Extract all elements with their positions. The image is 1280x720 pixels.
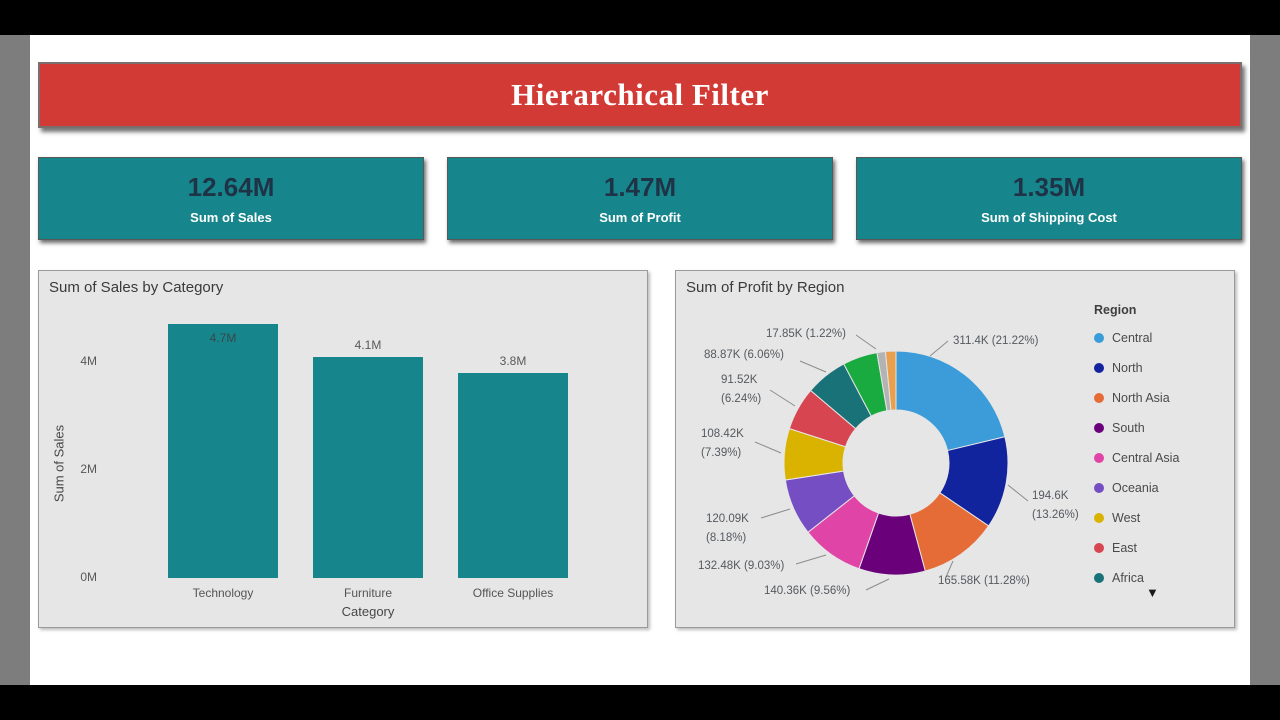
- donut-callout-label: (13.26%): [1032, 509, 1079, 521]
- y-tick-label: 2M: [80, 462, 97, 476]
- kpi-value: 12.64M: [187, 172, 275, 202]
- letterbox-bottom: [0, 685, 1280, 720]
- title-banner: Hierarchical Filter: [38, 62, 1242, 128]
- donut-callout-label: 194.6K: [1032, 490, 1069, 502]
- x-axis-title: Category: [341, 604, 395, 619]
- letterbox-top: [0, 0, 1280, 35]
- legend-item-north[interactable]: North: [1094, 353, 1232, 383]
- donut-slice-other-11[interactable]: [884, 350, 897, 411]
- kpi-card-row: 12.64M Sum of Sales 1.47M Sum of Profit …: [38, 157, 1242, 240]
- donut-callout-label: 140.36K (9.56%): [764, 585, 850, 597]
- bar-chart-panel: Sum of Sales by Category Sum of Sales Ca…: [38, 270, 648, 628]
- legend-swatch: [1094, 573, 1104, 583]
- kpi-label: Sum of Profit: [599, 210, 681, 225]
- donut-chart-panel: Sum of Profit by Region 311.4K (21.22%) 1…: [675, 270, 1235, 628]
- chevron-down-icon[interactable]: ▼: [1146, 585, 1159, 600]
- legend-item-label: Oceania: [1112, 481, 1159, 495]
- donut-callout-label: (8.18%): [706, 532, 746, 544]
- donut-leader-line: [799, 360, 827, 373]
- legend-swatch: [1094, 423, 1104, 433]
- donut-callout-label: 120.09K: [706, 513, 749, 525]
- donut-chart-title: Sum of Profit by Region: [686, 279, 845, 296]
- donut-callout-label: 311.4K (21.22%): [953, 335, 1039, 347]
- legend-item-label: East: [1112, 541, 1138, 555]
- legend-item-label: North Asia: [1112, 391, 1170, 405]
- legend-title: Region: [1094, 303, 1137, 317]
- legend-swatch: [1094, 483, 1104, 493]
- report-page: Hierarchical Filter 12.64M Sum of Sales …: [30, 35, 1250, 685]
- donut-callout-label: 91.52K: [721, 374, 758, 386]
- legend-item-label: South: [1112, 421, 1145, 435]
- donut-callout-label: (7.39%): [701, 447, 741, 459]
- kpi-card-sum-of-shipping-cost[interactable]: 1.35M Sum of Shipping Cost: [856, 157, 1242, 240]
- kpi-value: 1.35M: [1012, 172, 1086, 202]
- legend-item-label: West: [1112, 511, 1141, 525]
- x-category-label: Technology: [192, 586, 254, 600]
- kpi-value: 1.47M: [603, 172, 677, 202]
- legend-swatch: [1094, 513, 1104, 523]
- legend-items: Central North North Asia South Central Asia O…: [1094, 323, 1232, 593]
- legend-swatch: [1094, 393, 1104, 403]
- y-tick-label: 4M: [80, 354, 97, 368]
- x-category-label: Office Supplies: [472, 586, 554, 600]
- kpi-label: Sum of Sales: [190, 210, 272, 225]
- legend-item-oceania[interactable]: Oceania: [1094, 473, 1232, 503]
- legend-item-label: Central Asia: [1112, 451, 1180, 465]
- donut-leader-line: [769, 389, 796, 407]
- donut-leader-line: [865, 578, 890, 591]
- legend-swatch: [1094, 453, 1104, 463]
- page-title: Hierarchical Filter: [511, 77, 769, 112]
- donut-callout-label: (6.24%): [721, 393, 761, 405]
- legend-item-central-asia[interactable]: Central Asia: [1094, 443, 1232, 473]
- donut-leader-line: [795, 554, 827, 565]
- donut-slice-central[interactable]: [895, 350, 1006, 452]
- donut-callout-label: 165.58K (11.28%): [938, 575, 1030, 587]
- bar-furniture[interactable]: [313, 357, 423, 578]
- legend-item-label: North: [1112, 361, 1143, 375]
- bar-value-label: 4.1M: [354, 338, 382, 352]
- donut-leader-line: [754, 441, 782, 454]
- bar-chart-title: Sum of Sales by Category: [49, 279, 224, 296]
- donut-leader-line: [760, 508, 791, 519]
- y-tick-label: 0M: [80, 570, 97, 584]
- legend-swatch: [1094, 333, 1104, 343]
- donut-leader-line: [929, 340, 949, 357]
- legend-item-west[interactable]: West: [1094, 503, 1232, 533]
- kpi-label: Sum of Shipping Cost: [981, 210, 1117, 225]
- legend-item-north-asia[interactable]: North Asia: [1094, 383, 1232, 413]
- donut-callout-label: 132.48K (9.03%): [698, 560, 784, 572]
- donut-leader-line: [945, 560, 954, 578]
- donut-callout-label: 108.42K: [701, 428, 744, 440]
- kpi-card-sum-of-sales[interactable]: 12.64M Sum of Sales: [38, 157, 424, 240]
- donut-leader-line: [855, 334, 877, 350]
- legend-swatch: [1094, 363, 1104, 373]
- legend: Region Central North North Asia South Centra…: [1094, 303, 1232, 593]
- donut-chart: 311.4K (21.22%) 194.6K (13.26%) 165.58K (11…: [698, 328, 1079, 597]
- legend-item-label: Central: [1112, 331, 1153, 345]
- desktop-background: Hierarchical Filter 12.64M Sum of Sales …: [0, 35, 1280, 685]
- bar-value-label: 4.7M: [209, 331, 237, 345]
- donut-callout-label: 17.85K (1.22%): [766, 328, 846, 340]
- legend-item-africa[interactable]: Africa: [1094, 563, 1232, 593]
- legend-item-east[interactable]: East: [1094, 533, 1232, 563]
- legend-swatch: [1094, 543, 1104, 553]
- donut-callout-label: 88.87K (6.06%): [704, 349, 784, 361]
- legend-item-central[interactable]: Central: [1094, 323, 1232, 353]
- legend-item-label: Africa: [1112, 571, 1144, 585]
- bar-office-supplies[interactable]: [458, 373, 568, 578]
- donut-leader-line: [1007, 484, 1029, 502]
- legend-item-south[interactable]: South: [1094, 413, 1232, 443]
- bar-technology[interactable]: [168, 324, 278, 578]
- kpi-card-sum-of-profit[interactable]: 1.47M Sum of Profit: [447, 157, 833, 240]
- bar-value-label: 3.8M: [499, 354, 527, 368]
- x-category-label: Furniture: [343, 586, 393, 600]
